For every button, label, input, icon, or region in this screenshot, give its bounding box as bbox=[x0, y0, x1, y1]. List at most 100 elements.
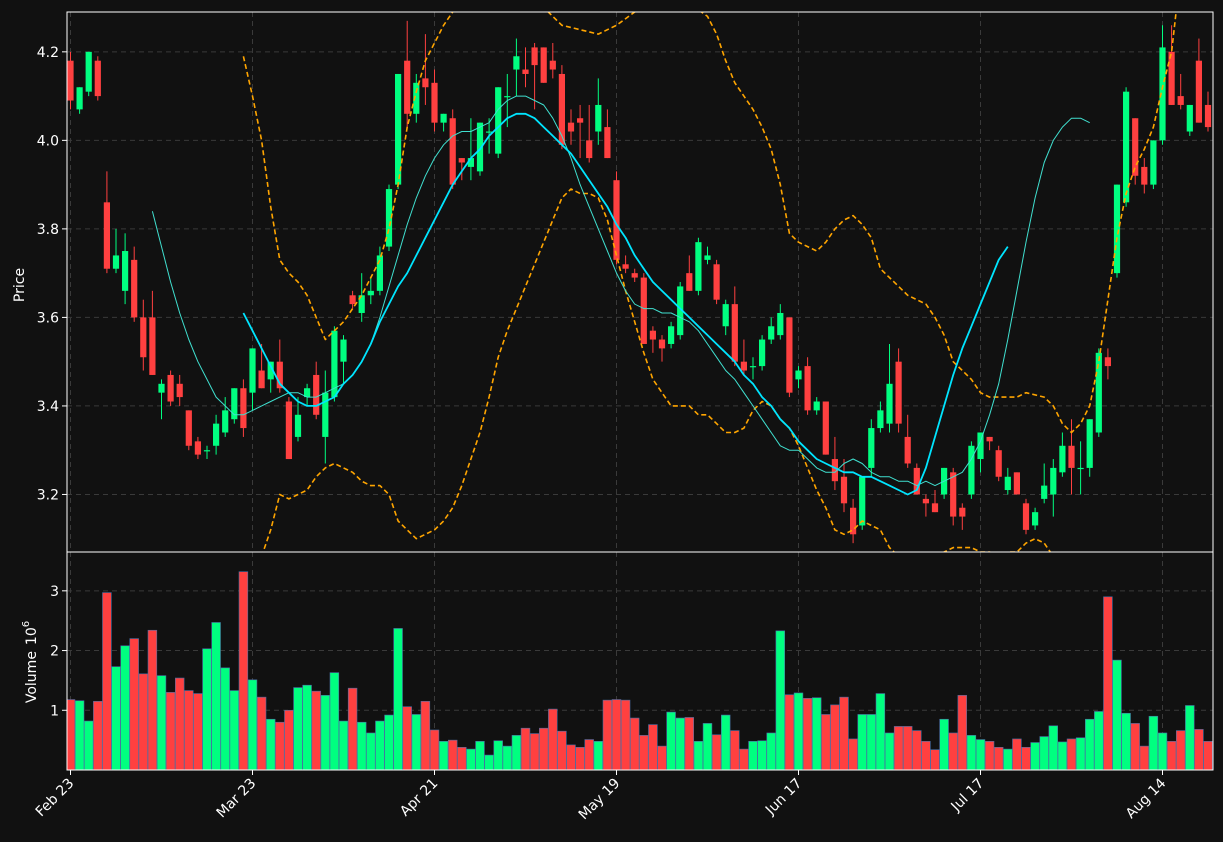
price-axis-label: Price bbox=[12, 268, 28, 302]
volume-bar bbox=[320, 695, 330, 770]
volume-axis-label-base: 10 bbox=[24, 627, 40, 645]
volume-bar bbox=[84, 720, 94, 770]
volume-bar bbox=[111, 666, 121, 770]
volume-bar bbox=[538, 727, 549, 770]
candle-body bbox=[895, 361, 902, 424]
volume-bar bbox=[93, 701, 103, 770]
volume-bar bbox=[930, 749, 940, 770]
candle-body bbox=[813, 401, 820, 411]
volume-bar bbox=[784, 694, 795, 770]
candle-body bbox=[222, 410, 229, 433]
volume-bar bbox=[1039, 736, 1049, 770]
volume-axis-label: Volume 106 bbox=[21, 621, 40, 703]
volume-bar bbox=[1176, 730, 1186, 770]
candle-body bbox=[1050, 467, 1057, 495]
candle-body bbox=[1195, 60, 1202, 123]
volume-bar bbox=[839, 696, 849, 770]
volume-bar bbox=[429, 729, 440, 770]
candle-body bbox=[613, 180, 620, 260]
candle-body bbox=[768, 326, 775, 340]
candle-body bbox=[1113, 184, 1121, 274]
candle-body bbox=[467, 158, 474, 167]
volume-bar bbox=[466, 748, 476, 770]
volume-axis-label-exponent: 6 bbox=[21, 621, 32, 627]
volume-bar bbox=[74, 700, 85, 770]
volume-bar bbox=[1030, 742, 1040, 770]
candle-body bbox=[112, 255, 120, 269]
candle-body bbox=[868, 428, 875, 468]
volume-tick-label: 3 bbox=[50, 584, 59, 600]
volume-panel-frame bbox=[66, 551, 1214, 771]
candle-body bbox=[449, 118, 456, 185]
candle-body bbox=[604, 127, 611, 159]
candle-body bbox=[722, 304, 729, 327]
candle-body bbox=[749, 366, 757, 368]
volume-bar bbox=[393, 628, 403, 770]
volume-bar bbox=[265, 718, 276, 770]
volume-bar bbox=[629, 717, 640, 770]
candle-body bbox=[640, 277, 647, 344]
volume-bar bbox=[1194, 729, 1204, 770]
candle-body bbox=[267, 361, 274, 380]
volume-bar bbox=[1048, 725, 1059, 770]
candle-body bbox=[495, 87, 502, 154]
volume-bar bbox=[1139, 745, 1150, 770]
candle-body bbox=[231, 388, 238, 420]
candle-body bbox=[577, 118, 584, 123]
candle-body bbox=[540, 47, 547, 83]
candle-body bbox=[840, 476, 848, 504]
volume-bar bbox=[284, 709, 294, 770]
candle-body bbox=[376, 255, 383, 291]
candle-body bbox=[1177, 96, 1184, 105]
volume-bar bbox=[793, 692, 804, 770]
volume-bar bbox=[211, 622, 221, 770]
volume-bar bbox=[457, 747, 467, 770]
candle-body bbox=[567, 122, 575, 132]
candle-body bbox=[977, 432, 984, 460]
candle-body bbox=[249, 348, 256, 393]
candle-body bbox=[367, 290, 374, 296]
volume-bar bbox=[193, 693, 203, 770]
candle-body bbox=[1041, 485, 1048, 499]
volume-bar bbox=[802, 698, 813, 770]
volume-bar bbox=[1057, 741, 1068, 770]
volume-bar bbox=[402, 706, 412, 770]
volume-bar bbox=[1085, 718, 1095, 770]
candle-body bbox=[668, 326, 675, 344]
candle-body bbox=[586, 140, 593, 159]
candle-body bbox=[486, 131, 493, 133]
volume-bar bbox=[120, 645, 130, 770]
volume-bar bbox=[939, 718, 949, 770]
volume-bar bbox=[229, 690, 239, 770]
candle-body bbox=[1032, 512, 1039, 526]
volume-bar bbox=[347, 687, 358, 770]
candle-body bbox=[740, 361, 747, 371]
candle-body bbox=[304, 388, 311, 398]
candle-body bbox=[331, 330, 338, 398]
candle-body bbox=[440, 113, 447, 123]
volume-bar bbox=[830, 704, 840, 770]
candle-body bbox=[950, 472, 957, 517]
candle-body bbox=[886, 383, 893, 424]
volume-bar bbox=[711, 734, 722, 770]
volume-bar bbox=[1021, 747, 1031, 770]
volume-bar bbox=[884, 732, 895, 770]
volume-bar bbox=[1203, 741, 1213, 770]
volume-bar bbox=[1112, 659, 1122, 770]
candle-body bbox=[431, 82, 438, 123]
candle-body bbox=[558, 73, 565, 145]
candle-body bbox=[531, 47, 538, 66]
volume-bar bbox=[921, 741, 931, 770]
volume-bar bbox=[356, 721, 367, 770]
candle-body bbox=[458, 158, 465, 163]
candle-body bbox=[122, 251, 129, 291]
candle-body bbox=[595, 104, 602, 132]
volume-bar bbox=[866, 714, 877, 770]
candle-body bbox=[149, 317, 156, 375]
candle-body bbox=[522, 69, 529, 74]
candle-body bbox=[294, 414, 302, 437]
candle-body bbox=[85, 51, 92, 92]
candle-body bbox=[158, 383, 165, 393]
volume-bar bbox=[184, 690, 194, 770]
